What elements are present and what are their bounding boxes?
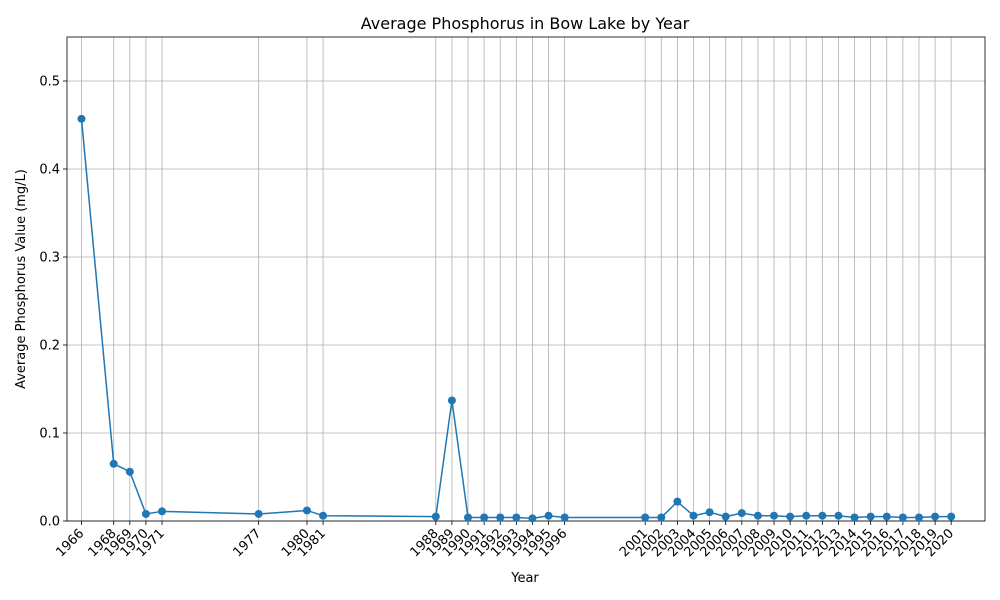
data-point (560, 513, 569, 522)
data-point (914, 513, 923, 522)
data-point (931, 512, 940, 521)
data-point (641, 513, 650, 522)
data-point (319, 511, 328, 520)
data-point (109, 459, 118, 468)
data-point (834, 511, 843, 520)
data-point (125, 467, 134, 476)
data-point (447, 396, 456, 405)
data-point (721, 512, 730, 521)
data-point (705, 508, 714, 517)
data-point (753, 511, 762, 520)
data-point (464, 513, 473, 522)
data-point (657, 513, 666, 522)
data-point (689, 511, 698, 520)
y-tick-label: 0.5 (39, 75, 60, 90)
data-point (496, 513, 505, 522)
data-point (77, 114, 86, 123)
data-point (850, 513, 859, 522)
data-point (898, 513, 907, 522)
data-point (431, 512, 440, 521)
data-point (770, 511, 779, 520)
data-point (737, 509, 746, 518)
data-point (158, 507, 167, 516)
data-point (786, 512, 795, 521)
chart-title: Average Phosphorus in Bow Lake by Year (361, 14, 690, 33)
plot-frame (66, 36, 986, 522)
data-point (528, 514, 537, 523)
y-tick-labels: 0.0 0.1 0.2 0.3 0.4 0.5 (39, 75, 60, 530)
y-tick-label: 0.3 (39, 251, 60, 266)
y-tick-label: 0.0 (39, 515, 60, 530)
y-tick-label: 0.4 (39, 163, 60, 178)
data-point (866, 512, 875, 521)
data-point (480, 513, 489, 522)
data-point (882, 512, 891, 521)
data-point (673, 497, 682, 506)
data-point (802, 511, 811, 520)
y-axis-title: Average Phosphorus Value (mg/L) (14, 169, 29, 389)
data-point (544, 511, 553, 520)
data-point (947, 512, 956, 521)
data-point (818, 511, 827, 520)
y-tick-label: 0.2 (39, 339, 60, 354)
series-layer (77, 114, 956, 523)
data-point (254, 509, 263, 518)
x-axis-title: Year (510, 571, 539, 586)
data-point (141, 509, 150, 518)
data-point (512, 513, 521, 522)
data-point (302, 506, 311, 515)
y-tick-label: 0.1 (39, 427, 60, 442)
